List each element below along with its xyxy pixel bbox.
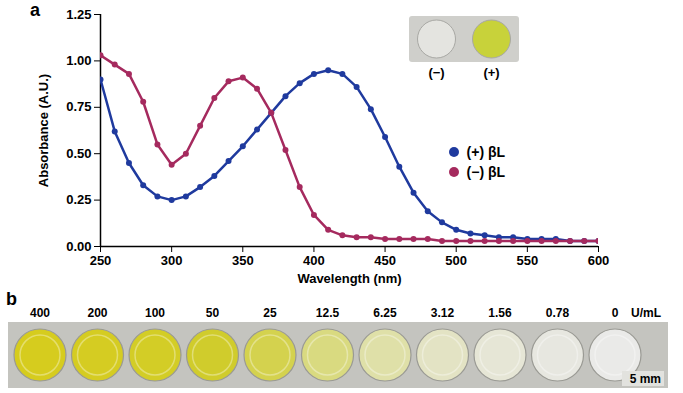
svg-text:b: b bbox=[6, 290, 17, 309]
svg-text:600: 600 bbox=[588, 253, 610, 268]
svg-text:450: 450 bbox=[374, 253, 396, 268]
svg-text:1.00: 1.00 bbox=[66, 53, 91, 68]
html-text:(−) βL: (−) βL bbox=[466, 163, 506, 180]
svg-text:400: 400 bbox=[303, 253, 325, 268]
svg-text:550: 550 bbox=[517, 253, 539, 268]
html-text:(+) βL: (+) βL bbox=[466, 143, 506, 160]
svg-text:300: 300 bbox=[161, 253, 183, 268]
svg-text:0.25: 0.25 bbox=[66, 192, 91, 207]
svg-text:5 mm: 5 mm bbox=[630, 372, 661, 386]
svg-text:350: 350 bbox=[232, 253, 254, 268]
svg-text:100: 100 bbox=[145, 306, 165, 320]
svg-text:25: 25 bbox=[263, 306, 277, 320]
svg-text:3.12: 3.12 bbox=[431, 306, 455, 320]
svg-text:0: 0 bbox=[612, 306, 619, 320]
svg-text:12.5: 12.5 bbox=[316, 306, 340, 320]
svg-text:(+): (+) bbox=[483, 65, 499, 80]
svg-text:0.75: 0.75 bbox=[66, 99, 91, 114]
svg-text:1.56: 1.56 bbox=[488, 306, 512, 320]
svg-text:Wavelength (nm): Wavelength (nm) bbox=[297, 271, 401, 286]
html-text:a: a bbox=[30, 0, 40, 20]
svg-text:50: 50 bbox=[206, 306, 220, 320]
svg-text:Absorbance (A.U.): Absorbance (A.U.) bbox=[36, 74, 51, 187]
svg-text:250: 250 bbox=[90, 253, 112, 268]
svg-text:0.50: 0.50 bbox=[66, 146, 91, 161]
svg-text:500: 500 bbox=[445, 253, 467, 268]
svg-text:(−): (−) bbox=[428, 65, 444, 80]
svg-text:6.25: 6.25 bbox=[373, 306, 397, 320]
svg-text:0.78: 0.78 bbox=[546, 306, 570, 320]
svg-text:200: 200 bbox=[87, 306, 107, 320]
svg-text:1.25: 1.25 bbox=[66, 7, 91, 22]
svg-text:U/mL: U/mL bbox=[631, 306, 661, 320]
svg-text:400: 400 bbox=[30, 306, 50, 320]
svg-text:0.00: 0.00 bbox=[66, 239, 91, 254]
